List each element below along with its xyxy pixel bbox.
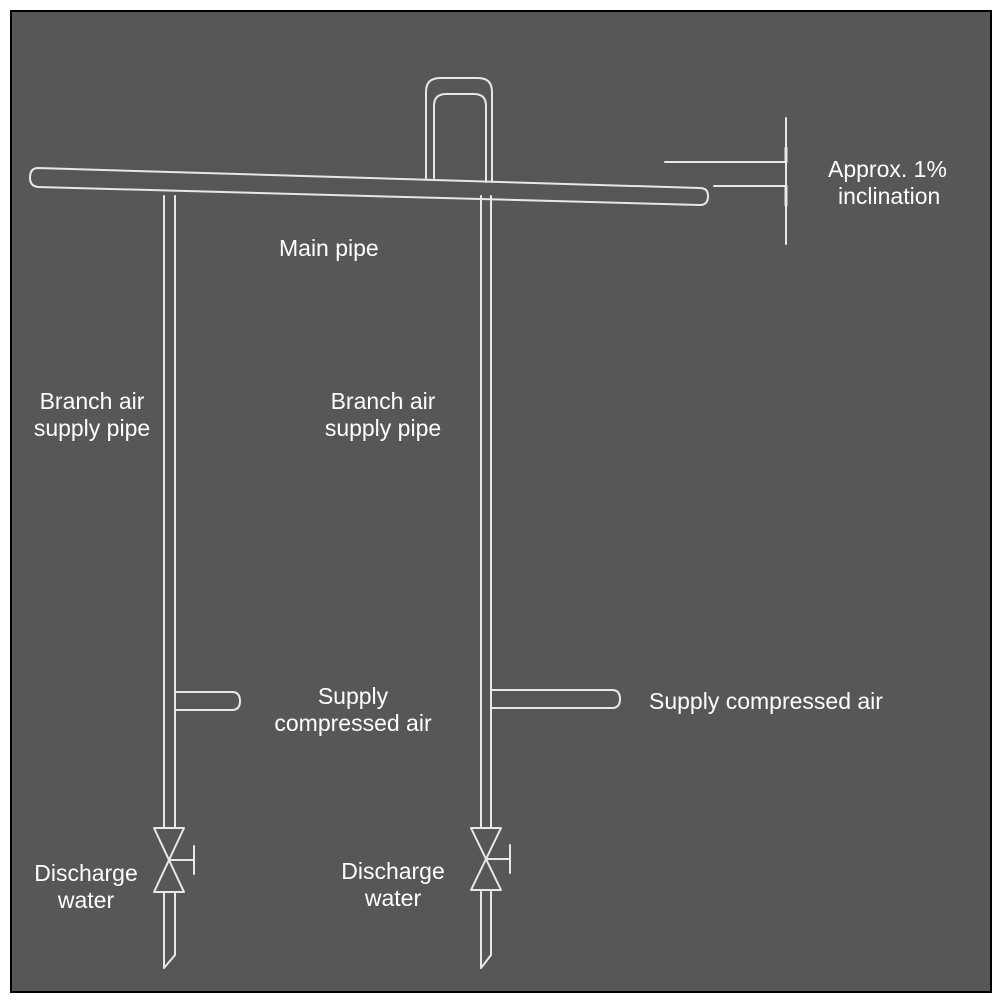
- right-discharge-label: Discharge water: [331, 858, 455, 912]
- left-branch-label: Branch air supply pipe: [24, 388, 160, 442]
- left-supply-label-line-2: compressed air: [274, 710, 432, 736]
- left-branch-label-line-1: Branch air: [39, 388, 145, 414]
- right-branch-label-line-2: supply pipe: [324, 415, 442, 441]
- right-branch-label-line-1: Branch air: [330, 388, 436, 414]
- right-discharge-label-line-2: water: [364, 885, 422, 911]
- inclination-label-line-2: inclination: [838, 183, 941, 209]
- right-supply-label: Supply compressed air: [649, 688, 883, 714]
- inclination-indicator: [664, 117, 788, 245]
- left-supply-label: Supply compressed air: [258, 683, 448, 737]
- left-branch-label-line-2: supply pipe: [33, 415, 151, 441]
- main-pipe: [29, 167, 709, 206]
- left-discharge-label: Discharge water: [24, 860, 148, 914]
- inclination-label-line-1: Approx. 1%: [828, 156, 947, 182]
- right-discharge-label-line-1: Discharge: [341, 858, 445, 884]
- left-branch-pipe: [153, 195, 241, 969]
- left-supply-label-line-1: Supply: [317, 683, 389, 709]
- left-discharge-label-line-2: water: [57, 887, 115, 913]
- left-discharge-label-line-1: Discharge: [34, 860, 138, 886]
- main-pipe-label: Main pipe: [279, 235, 379, 261]
- inclination-label: Approx. 1% inclination: [828, 156, 947, 210]
- gooseneck-loop: [425, 77, 493, 183]
- right-branch-pipe: [470, 195, 621, 969]
- right-branch-label: Branch air supply pipe: [314, 388, 452, 442]
